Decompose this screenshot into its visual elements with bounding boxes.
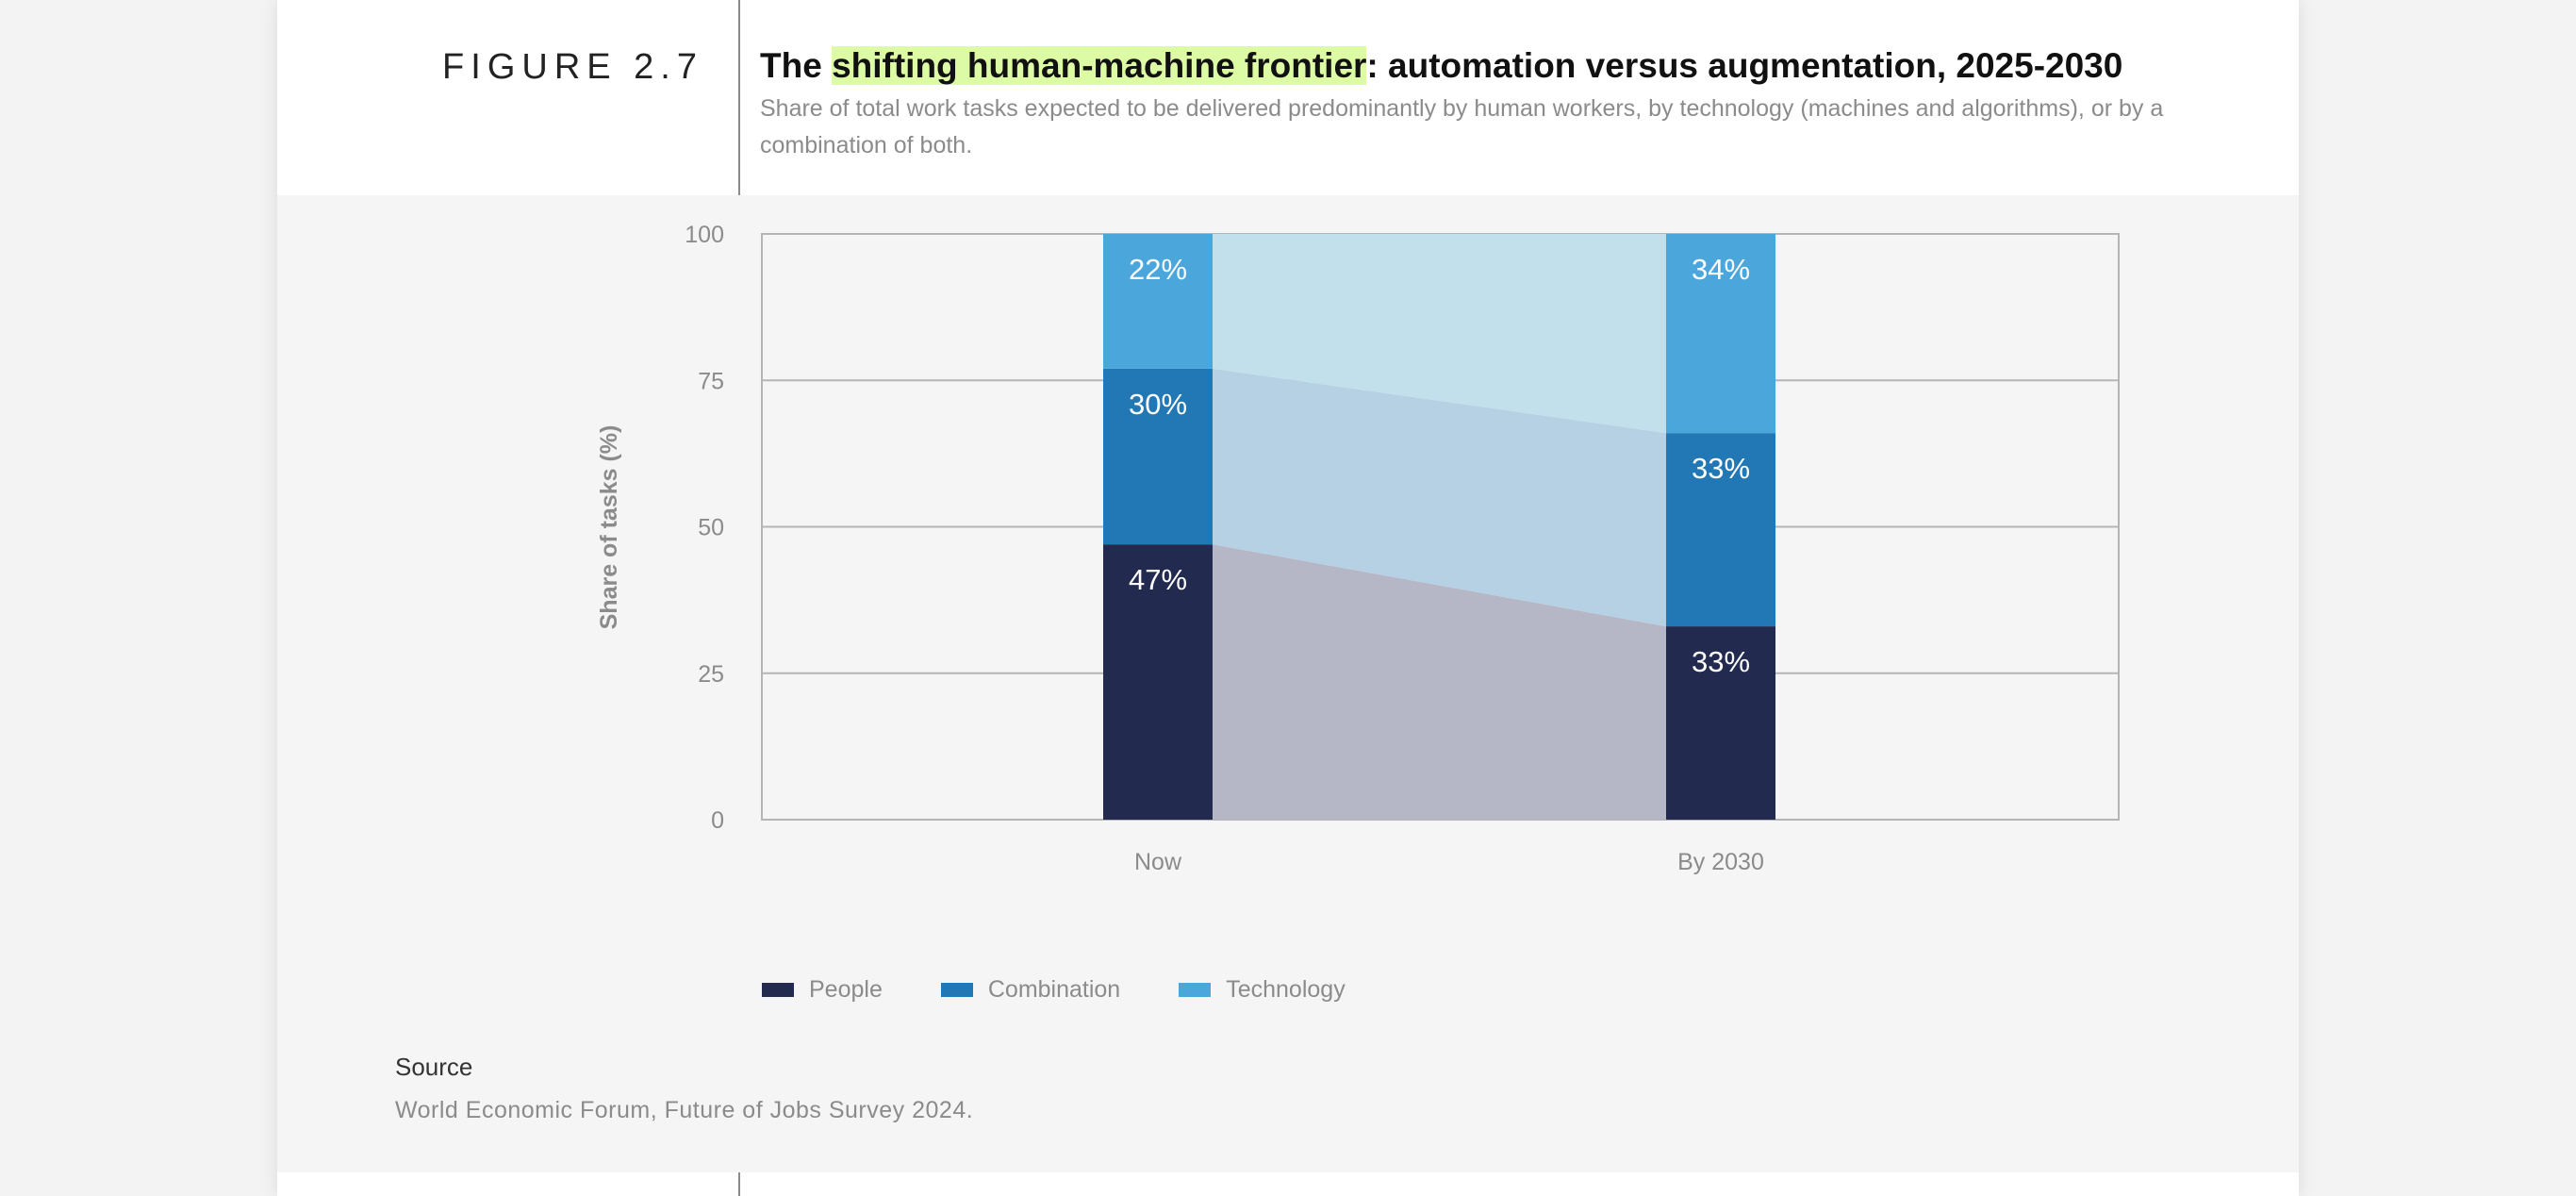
data-label: 34% [1692,253,1750,286]
connector-area-people [1213,544,1666,820]
y-tick-label: 100 [685,222,724,248]
data-label: 47% [1129,563,1187,596]
footer-divider-line [738,1172,740,1196]
title-text-end: : automation versus augmentation, 2025-2… [1366,46,2123,85]
bar-segment-combination [1103,368,1213,545]
data-label: 22% [1129,253,1187,286]
figure-subtitle: Share of total work tasks expected to be… [760,95,2164,158]
title-text-start: The [760,46,833,85]
legend-swatch [762,982,794,997]
y-tick-label: 50 [698,515,724,541]
bar-segment-technology [1666,234,1775,434]
bar-segment-people [1103,544,1213,820]
legend-label: Combination [987,975,1121,1003]
legend-item-technology: Technology [1179,975,1346,1004]
figure-title: The shifting human-machine frontier: aut… [760,43,2287,89]
bar-segment-combination [1666,433,1775,627]
y-tick-label: 0 [711,807,724,834]
title-highlight: shifting human-machine frontier [832,46,1367,85]
connector-area-technology [1213,234,1666,434]
legend-item-people: People [762,976,883,1004]
source-label: Source [395,1053,473,1081]
y-axis-label: Share of tasks (%) [596,425,622,630]
x-tick-label: Now [1134,849,1182,875]
legend-label: Technology [1226,975,1346,1003]
chart-legend: People Combination Technology [762,973,1404,1005]
legend-item-combination: Combination [940,975,1121,1004]
data-label: 33% [1692,645,1750,678]
data-label: 33% [1692,452,1750,485]
figure-label: FIGURE 2.7 [442,47,703,87]
x-tick-label: By 2030 [1677,849,1764,875]
legend-label: People [809,975,883,1003]
source-text: World Economic Forum, Future of Jobs Sur… [395,1097,974,1123]
bar-segment-people [1666,626,1775,820]
data-label: 30% [1129,388,1187,421]
legend-swatch [940,982,973,997]
y-tick-label: 25 [698,661,724,688]
connector-area-combination [1213,368,1666,627]
bar-segment-technology [1103,234,1213,369]
legend-swatch [1179,982,1212,997]
y-tick-label: 75 [698,368,724,394]
header-divider-line [738,0,740,195]
